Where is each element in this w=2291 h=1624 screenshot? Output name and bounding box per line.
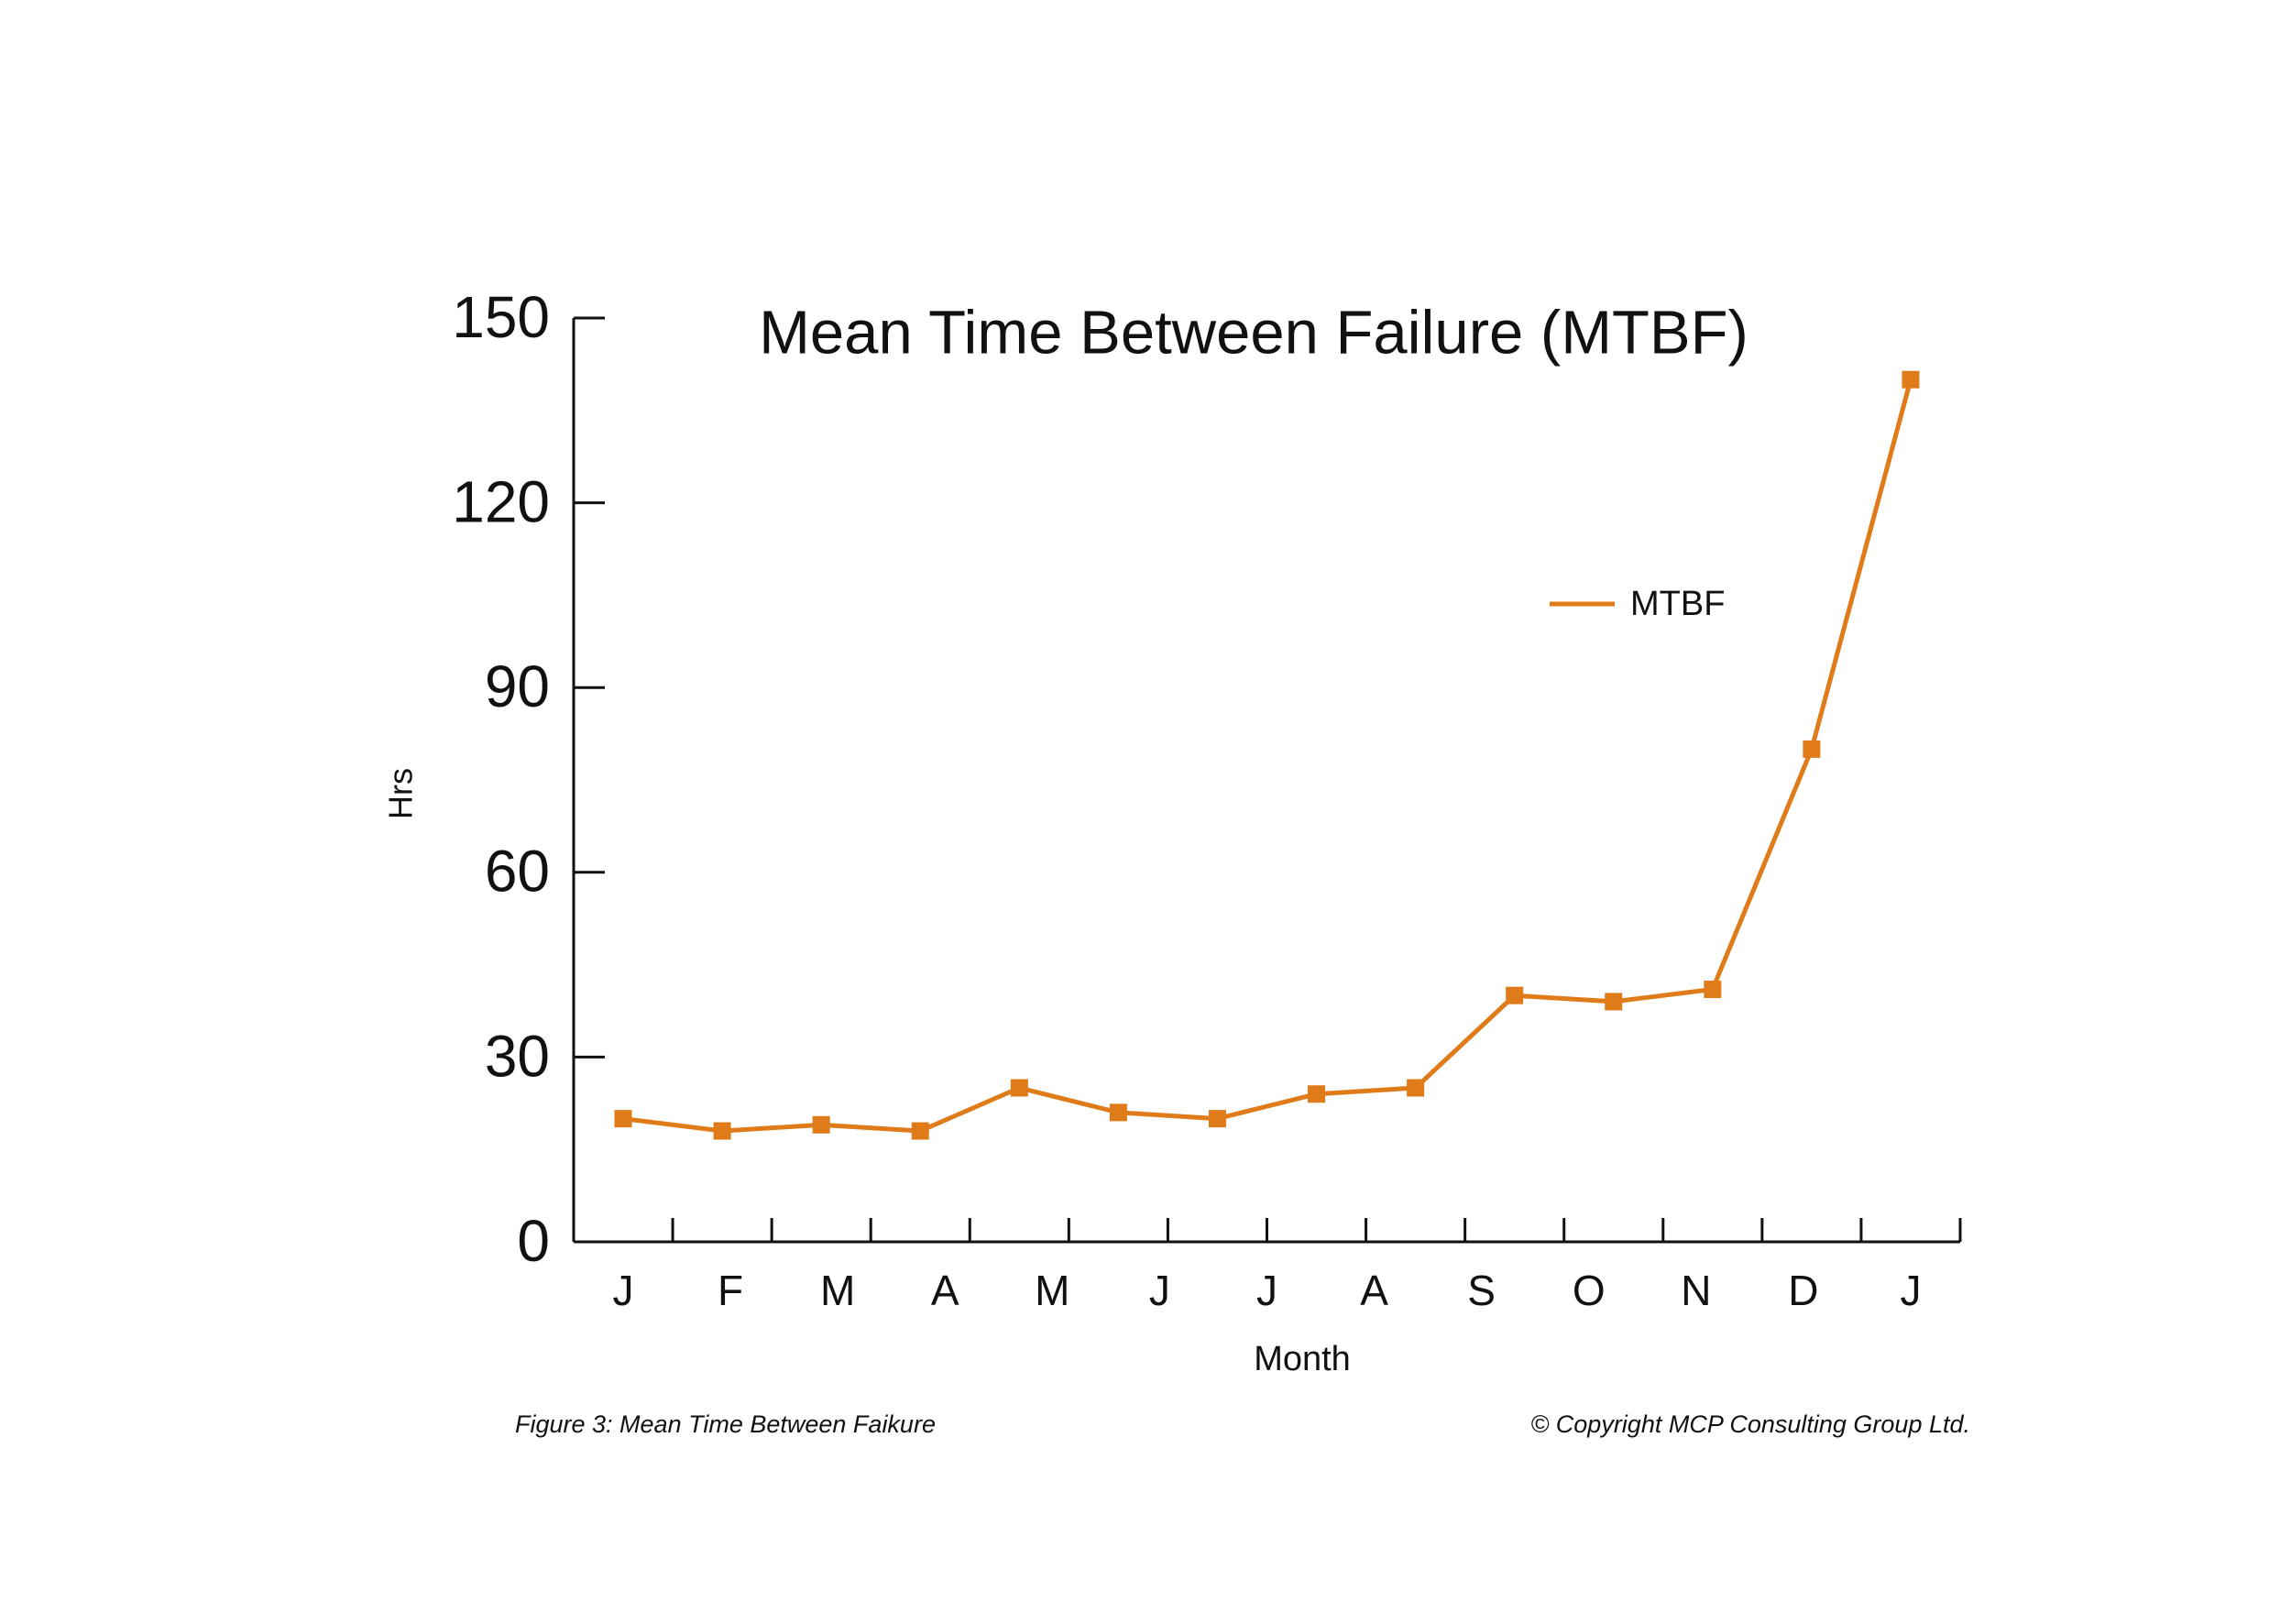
x-tick-label: F <box>718 1267 743 1314</box>
y-axis-label: Hrs <box>382 768 420 819</box>
marker <box>1407 1079 1425 1097</box>
marker <box>713 1122 731 1140</box>
marker <box>1605 993 1623 1011</box>
marker <box>1902 370 1920 389</box>
chart-title: Mean Time Between Failure (MTBF) <box>759 299 1748 368</box>
x-tick-label: M <box>820 1267 855 1314</box>
marker <box>812 1115 830 1134</box>
x-tick-label: A <box>931 1267 959 1314</box>
x-tick-label: O <box>1573 1267 1606 1314</box>
marker <box>1506 986 1524 1004</box>
y-tick-label: 60 <box>485 839 550 905</box>
x-tick-label: J <box>1256 1267 1277 1314</box>
x-tick-label: A <box>1360 1267 1388 1314</box>
marker <box>911 1122 929 1140</box>
y-tick-label: 90 <box>485 653 550 719</box>
legend-label: MTBF <box>1630 585 1725 623</box>
y-tick-label: 150 <box>452 284 550 350</box>
caption: Figure 3: Mean Time Between Faikure <box>515 1410 936 1438</box>
x-tick-label: J <box>1149 1267 1170 1314</box>
marker <box>1109 1103 1127 1122</box>
marker <box>614 1110 632 1128</box>
copyright: © Copyright MCP Consulting Group Ltd. <box>1530 1410 1970 1438</box>
y-tick-label: 30 <box>485 1023 550 1089</box>
y-tick-label: 120 <box>452 469 550 535</box>
x-tick-label: M <box>1035 1267 1069 1314</box>
marker <box>1010 1079 1028 1097</box>
x-axis-label: Month <box>1254 1340 1351 1378</box>
marker <box>1308 1085 1326 1103</box>
x-tick-label: N <box>1681 1267 1711 1314</box>
x-tick-label: J <box>613 1267 634 1314</box>
marker <box>1704 980 1722 998</box>
y-tick-label: 0 <box>517 1208 550 1274</box>
marker <box>1208 1110 1226 1128</box>
marker <box>1803 740 1821 758</box>
series-line <box>622 379 1913 1134</box>
x-tick-label: J <box>1900 1267 1921 1314</box>
x-tick-label: S <box>1467 1267 1496 1314</box>
x-tick-label: D <box>1788 1267 1818 1314</box>
